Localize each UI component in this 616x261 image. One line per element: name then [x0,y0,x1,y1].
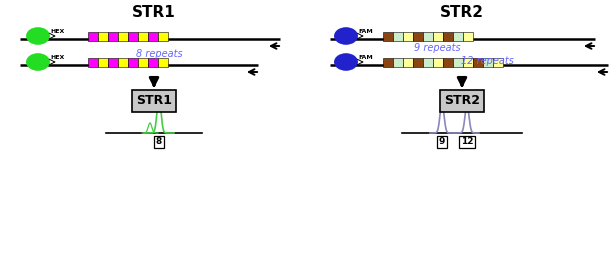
Bar [148,32,158,40]
Text: 12 repeats: 12 repeats [461,56,514,66]
Bar [158,57,168,67]
Bar [463,57,473,67]
Text: FAM: FAM [359,55,373,60]
Text: 9: 9 [439,138,445,146]
Ellipse shape [334,54,357,70]
Bar [88,32,98,40]
Bar [98,57,108,67]
Bar [383,32,393,40]
Text: 9 repeats: 9 repeats [414,43,460,53]
Bar [138,57,148,67]
Ellipse shape [334,28,357,44]
Bar [443,57,453,67]
Bar [383,57,393,67]
Text: 12: 12 [461,138,473,146]
Bar [483,57,493,67]
Bar [128,32,138,40]
Bar [118,32,128,40]
Bar [403,57,413,67]
Bar [98,32,108,40]
Bar [423,57,433,67]
Text: STR2: STR2 [444,94,480,108]
Bar [393,32,403,40]
Bar [453,32,463,40]
Bar [463,32,473,40]
Ellipse shape [26,28,49,44]
Bar [403,32,413,40]
Bar [108,32,118,40]
Bar [423,32,433,40]
Text: STR1: STR1 [132,5,176,20]
Bar [413,57,423,67]
Bar [433,32,443,40]
Text: HEX: HEX [51,55,65,60]
Text: 8: 8 [156,138,162,146]
Bar [453,57,463,67]
Text: STR1: STR1 [136,94,172,108]
Bar [128,57,138,67]
Bar [158,32,168,40]
Bar [413,32,423,40]
Bar [393,57,403,67]
Bar [493,57,503,67]
Bar [88,57,98,67]
Bar [148,57,158,67]
Text: FAM: FAM [359,29,373,34]
Bar [118,57,128,67]
Bar [473,57,483,67]
Bar [433,57,443,67]
Text: STR2: STR2 [440,5,484,20]
Bar [443,32,453,40]
Text: 8 repeats: 8 repeats [136,49,182,59]
Text: HEX: HEX [51,29,65,34]
Bar [108,57,118,67]
Bar [138,32,148,40]
Ellipse shape [26,54,49,70]
